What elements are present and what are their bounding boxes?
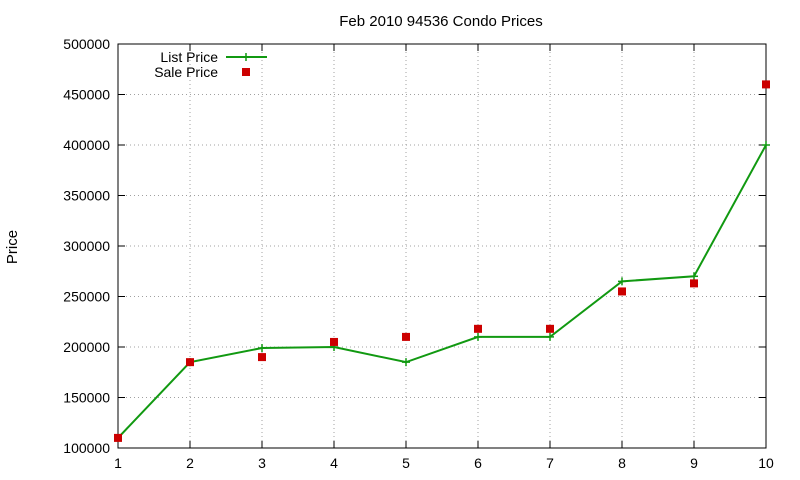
sale-price-point xyxy=(690,279,698,288)
data-series xyxy=(114,80,770,442)
list-price-point xyxy=(618,277,626,286)
sale-price-point xyxy=(330,337,338,346)
x-tick-label: 4 xyxy=(330,455,338,471)
list-price-point xyxy=(690,272,698,281)
y-tick-label: 300000 xyxy=(63,238,110,254)
sale-price-point xyxy=(618,287,626,296)
sale-price-point xyxy=(402,332,410,341)
x-tick-label: 9 xyxy=(690,455,698,471)
x-tick-label: 7 xyxy=(546,455,554,471)
list-price-point xyxy=(762,141,770,149)
chart-title: Feb 2010 94536 Condo Prices xyxy=(339,13,542,30)
grid-lines xyxy=(118,44,766,448)
sale-price-point xyxy=(546,324,554,333)
x-tick-label: 5 xyxy=(402,455,410,471)
x-tick-label: 3 xyxy=(258,455,266,471)
y-tick-label: 250000 xyxy=(63,289,110,305)
y-tick-label: 450000 xyxy=(63,87,110,103)
x-tick-label: 2 xyxy=(186,455,194,471)
list-price-point xyxy=(402,358,410,367)
y-tick-label: 150000 xyxy=(63,390,110,406)
plot-border xyxy=(117,43,767,449)
y-tick-label: 100000 xyxy=(63,440,110,456)
sale-price-point xyxy=(258,353,266,362)
y-tick-label: 400000 xyxy=(63,137,110,153)
y-tick-label: 500000 xyxy=(63,36,110,52)
y-axis-ticks: 100000 150000 200000 250000 300000 350000 4000… xyxy=(63,36,110,456)
x-tick-label: 10 xyxy=(758,455,774,471)
x-axis-ticks: 1 2 3 4 5 6 7 8 9 10 xyxy=(114,455,774,471)
legend-label: Sale Price xyxy=(154,64,218,80)
sale-price-point xyxy=(762,80,770,89)
list-price-line xyxy=(117,144,767,439)
legend-label: List Price xyxy=(160,49,218,65)
y-tick-label: 200000 xyxy=(63,339,110,355)
sale-price-point xyxy=(186,358,194,367)
list-price-point xyxy=(474,332,482,341)
sale-price-point xyxy=(114,433,122,442)
x-tick-label: 1 xyxy=(114,455,122,471)
y-axis-label: Price xyxy=(4,230,21,264)
sale-price-point xyxy=(474,324,482,333)
x-tick-label: 8 xyxy=(618,455,626,471)
legend-square-swatch xyxy=(242,68,250,76)
list-price-point xyxy=(546,332,554,341)
list-price-point xyxy=(258,344,266,353)
x-tick-label: 6 xyxy=(474,455,482,471)
y-tick-label: 350000 xyxy=(63,188,110,204)
